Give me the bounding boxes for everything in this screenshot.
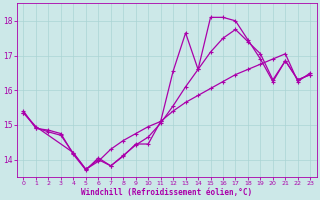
X-axis label: Windchill (Refroidissement éolien,°C): Windchill (Refroidissement éolien,°C): [81, 188, 252, 197]
